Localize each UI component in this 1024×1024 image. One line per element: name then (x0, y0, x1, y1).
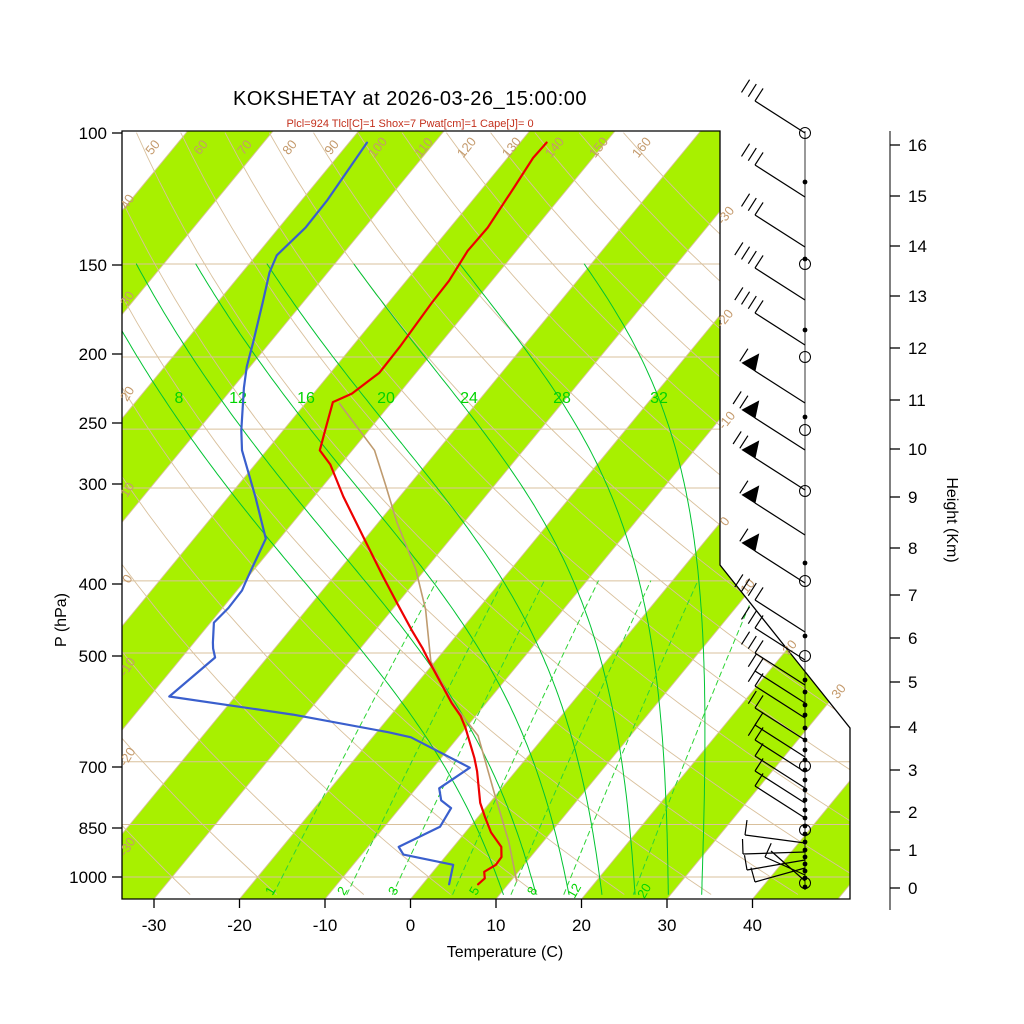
svg-text:8: 8 (175, 390, 184, 407)
svg-text:Height (Km): Height (Km) (943, 477, 960, 562)
svg-text:8: 8 (908, 539, 917, 558)
svg-text:Temperature (C): Temperature (C) (447, 944, 563, 961)
svg-text:2: 2 (334, 884, 351, 898)
svg-text:-30: -30 (142, 916, 167, 935)
svg-text:32: 32 (650, 390, 668, 407)
svg-text:5: 5 (908, 673, 917, 692)
svg-text:20: 20 (634, 881, 654, 901)
svg-text:-20: -20 (116, 745, 139, 769)
svg-text:28: 28 (553, 390, 571, 407)
svg-text:4: 4 (908, 718, 917, 737)
svg-text:8: 8 (524, 884, 541, 898)
svg-text:10: 10 (908, 440, 927, 459)
svg-text:120: 120 (454, 134, 479, 160)
svg-text:100: 100 (79, 124, 107, 143)
svg-text:500: 500 (79, 647, 107, 666)
svg-text:20: 20 (377, 390, 395, 407)
svg-text:10: 10 (117, 480, 137, 500)
svg-text:250: 250 (79, 414, 107, 433)
svg-text:300: 300 (79, 475, 107, 494)
svg-text:0: 0 (406, 916, 415, 935)
svg-text:-20: -20 (227, 916, 252, 935)
chart-subtitle: Plcl=924 Tlcl[C]=1 Shox=7 Pwat[cm]=1 Cap… (286, 118, 534, 130)
svg-text:9: 9 (908, 488, 917, 507)
svg-text:30: 30 (117, 289, 137, 309)
svg-text:13: 13 (908, 287, 927, 306)
svg-text:7: 7 (908, 586, 917, 605)
svg-text:0: 0 (908, 879, 917, 898)
svg-text:P (hPa): P (hPa) (53, 593, 70, 647)
svg-text:20: 20 (117, 384, 137, 404)
svg-text:3: 3 (908, 761, 917, 780)
svg-text:40: 40 (117, 192, 137, 212)
svg-text:6: 6 (908, 629, 917, 648)
svg-text:12: 12 (908, 339, 927, 358)
svg-text:200: 200 (79, 345, 107, 364)
svg-text:30: 30 (828, 681, 849, 702)
svg-text:2: 2 (908, 803, 917, 822)
svg-text:-10: -10 (313, 916, 338, 935)
svg-text:16: 16 (297, 390, 315, 407)
svg-text:14: 14 (908, 237, 927, 256)
chart-title: KOKSHETAY at 2026-03-26_15:00:00 (233, 88, 587, 110)
svg-text:10: 10 (487, 916, 506, 935)
svg-text:850: 850 (79, 819, 107, 838)
svg-text:1000: 1000 (69, 868, 107, 887)
svg-text:150: 150 (79, 256, 107, 275)
svg-text:1: 1 (908, 841, 917, 860)
svg-text:30: 30 (658, 916, 677, 935)
svg-text:16: 16 (908, 136, 927, 155)
svg-text:11: 11 (908, 391, 926, 410)
svg-text:12: 12 (564, 881, 584, 901)
svg-text:160: 160 (629, 134, 654, 160)
svg-text:24: 24 (460, 390, 478, 407)
svg-text:700: 700 (79, 758, 107, 777)
svg-text:40: 40 (743, 916, 762, 935)
svg-text:3: 3 (385, 884, 402, 898)
svg-text:400: 400 (79, 575, 107, 594)
svg-text:50: 50 (142, 137, 163, 158)
svg-text:15: 15 (908, 187, 927, 206)
svg-text:20: 20 (572, 916, 591, 935)
